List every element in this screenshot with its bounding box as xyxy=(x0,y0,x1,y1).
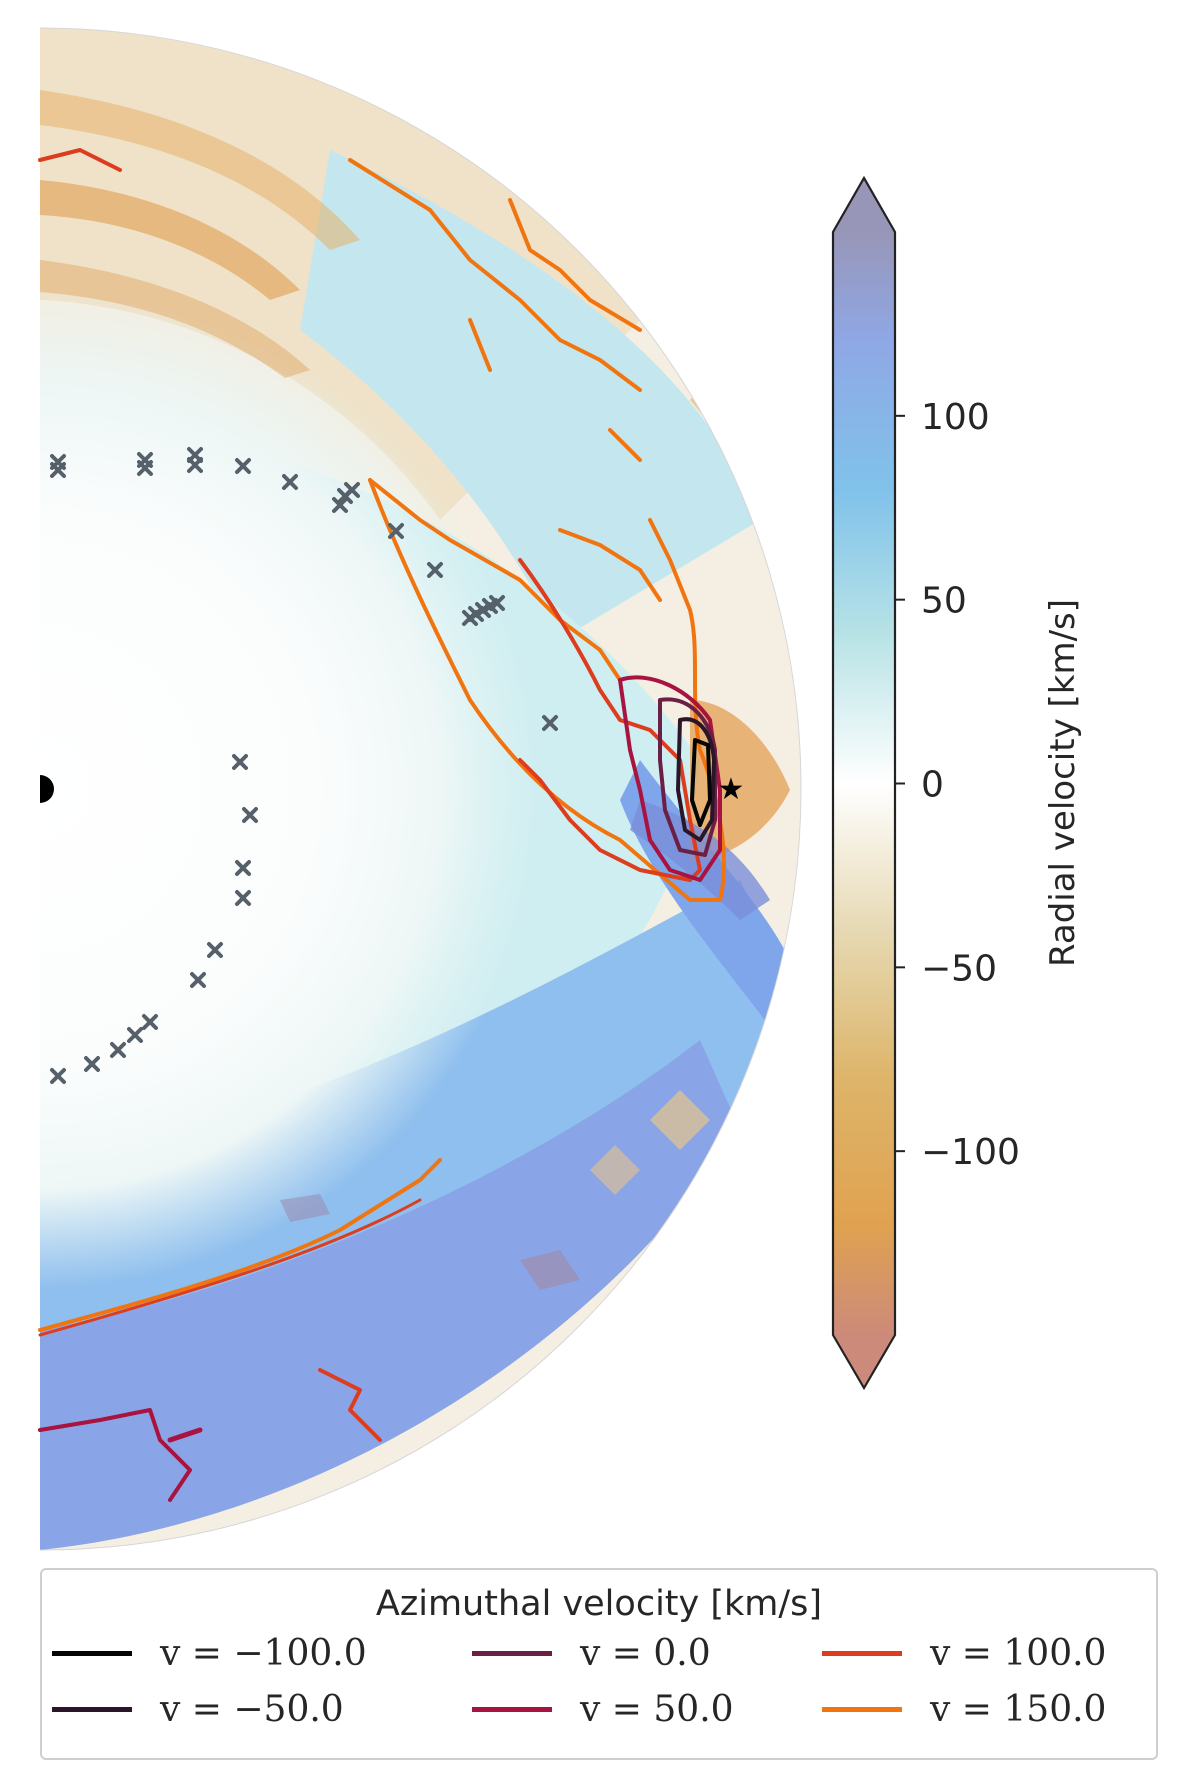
legend-swatch xyxy=(472,1650,552,1656)
contour-v150-dash-3 xyxy=(558,528,662,602)
contour-v150-dash-1 xyxy=(468,318,492,372)
cross-marker xyxy=(468,606,484,622)
contour-vm100-planet xyxy=(690,738,712,827)
cross-marker xyxy=(110,1042,126,1058)
legend-item: v = 150.0 xyxy=(822,1684,1106,1734)
legend-label: v = −100.0 xyxy=(160,1632,367,1674)
cross-marker xyxy=(127,1027,143,1043)
contour-v50-dash xyxy=(167,1427,203,1443)
legend-label: v = 100.0 xyxy=(930,1632,1107,1674)
cross-marker xyxy=(282,474,298,490)
cross-marker xyxy=(235,458,251,474)
center-marker xyxy=(40,775,54,803)
legend-title: Azimuthal velocity [km/s] xyxy=(375,1584,823,1624)
legend-swatch xyxy=(52,1706,132,1712)
cross-marker xyxy=(542,715,558,731)
colorbar-extend-max xyxy=(833,178,895,232)
cross-marker xyxy=(187,457,203,473)
lower-deep-band xyxy=(40,1040,740,1550)
colorbar-extend-min xyxy=(833,1335,895,1388)
cross-marker xyxy=(235,890,251,906)
legend-item: v = 0.0 xyxy=(472,1628,711,1678)
colorbar-label: Radial velocity [km/s] xyxy=(1043,599,1083,967)
legend-item: v = −50.0 xyxy=(52,1684,344,1734)
colorbar-tick-label: −50 xyxy=(921,948,997,989)
contour-v150-dash-2 xyxy=(608,428,642,462)
cross-marker xyxy=(427,562,443,578)
contour-v100-lower-1 xyxy=(38,1198,422,1337)
colorbar-tick-label: −100 xyxy=(921,1132,1020,1173)
cross-marker xyxy=(475,602,491,618)
cross-marker xyxy=(332,497,348,513)
cross-marker xyxy=(207,942,223,958)
colorbar-gradient xyxy=(833,232,895,1335)
contour-v150-lower xyxy=(38,1158,442,1332)
cross-marker xyxy=(84,1056,100,1072)
contour-v50-planet xyxy=(618,675,722,882)
contour-v100-planet xyxy=(518,558,702,882)
cross-marker xyxy=(50,1068,66,1084)
cross-marker xyxy=(344,482,360,498)
legend-label: v = 150.0 xyxy=(930,1688,1107,1730)
chart-svg: ★ 100 50 0 −50 −100 Radial velocity [km/s] xyxy=(38,27,1083,1551)
colorbar: 100 50 0 −50 −100 Radial velocity [km/s] xyxy=(831,175,1083,1391)
colorbar-tick-label: 0 xyxy=(921,765,944,806)
legend: Azimuthal velocity [km/s] v = −100.0 v = … xyxy=(40,1568,1158,1760)
colorbar-tick-label: 50 xyxy=(921,581,967,622)
contour-vm50-planet xyxy=(676,717,716,842)
orange-streak-2 xyxy=(40,90,360,250)
cross-marker xyxy=(235,860,251,876)
blue-lobe-upper-right xyxy=(300,150,760,640)
contour-v50-lower xyxy=(38,1408,192,1502)
cross-marker xyxy=(242,807,258,823)
legend-item: v = −100.0 xyxy=(52,1628,367,1678)
contour-v150-upper-1 xyxy=(348,158,642,392)
legend-swatch xyxy=(52,1650,132,1656)
contour-v150-upper-3 xyxy=(368,478,622,682)
legend-label: v = 0.0 xyxy=(580,1632,711,1674)
contour-v150-upper-2 xyxy=(508,198,642,332)
orange-streak-3 xyxy=(40,260,310,378)
cross-marker xyxy=(232,754,248,770)
colorbar-outline xyxy=(831,175,897,1391)
cross-marker xyxy=(50,462,66,478)
cross-markers xyxy=(50,447,558,1084)
legend-label: v = 50.0 xyxy=(580,1688,734,1730)
contour-v100-upper xyxy=(38,148,122,172)
disk-outline xyxy=(39,27,802,1551)
tan-diamond-1 xyxy=(650,1090,710,1150)
cross-marker xyxy=(142,1014,158,1030)
cross-marker xyxy=(489,595,505,611)
orange-streak-1 xyxy=(40,180,300,300)
legend-label: v = −50.0 xyxy=(160,1688,344,1730)
legend-swatch xyxy=(472,1706,552,1712)
cross-marker xyxy=(388,523,404,539)
cross-marker xyxy=(137,460,153,476)
colorbar-tick-label: 100 xyxy=(921,397,990,438)
contour-v0-planet xyxy=(658,697,717,857)
contours xyxy=(38,148,726,1502)
contour-v100-lower-2 xyxy=(318,1368,382,1442)
mauve-spot-1 xyxy=(520,1250,580,1290)
colorbar-ticks: 100 50 0 −50 −100 xyxy=(895,397,1020,1173)
mauve-spot-2 xyxy=(280,1194,330,1222)
planet-star-marker: ★ xyxy=(718,772,745,807)
legend-item: v = 50.0 xyxy=(472,1684,734,1734)
colorbar-fill xyxy=(833,178,895,1388)
legend-swatch xyxy=(822,1706,902,1712)
cross-marker xyxy=(190,972,206,988)
legend-swatch xyxy=(822,1650,902,1656)
legend-item: v = 100.0 xyxy=(822,1628,1106,1678)
tan-diamond-2 xyxy=(590,1145,640,1195)
